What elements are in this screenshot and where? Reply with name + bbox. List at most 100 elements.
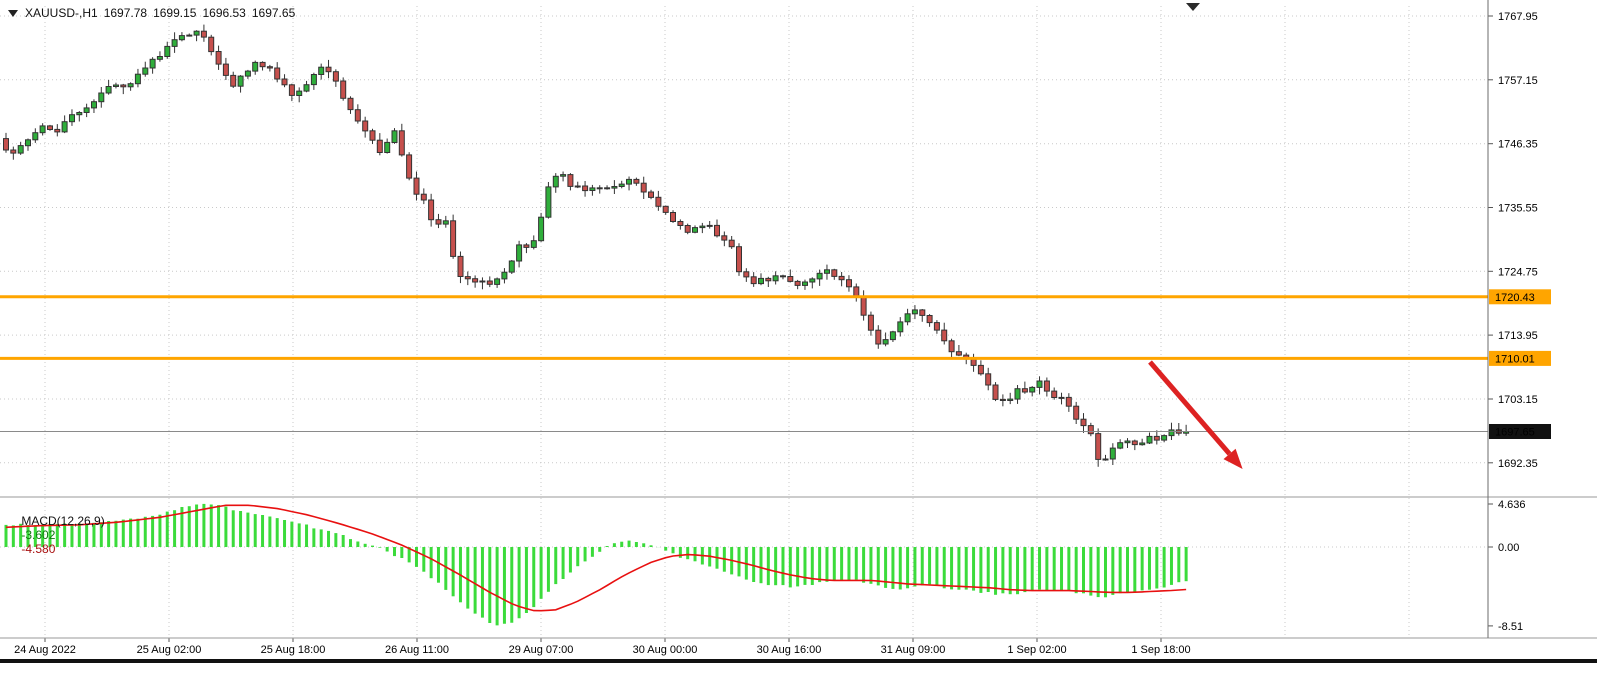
candle	[200, 30, 207, 38]
candle	[897, 321, 904, 333]
candle	[420, 193, 427, 201]
trend-arrow-annotation[interactable]	[1148, 360, 1243, 469]
time-axis[interactable]	[0, 638, 1597, 659]
candle	[508, 260, 515, 273]
candle	[1124, 440, 1131, 444]
candle	[1014, 388, 1021, 400]
candle	[54, 128, 61, 133]
candle	[303, 84, 310, 92]
macd-indicator-label: MACD(12,26,9) -3.602 -4.580	[8, 500, 113, 570]
candle	[684, 225, 691, 233]
candle	[288, 84, 295, 96]
candle	[252, 61, 259, 72]
candle	[802, 281, 808, 286]
svg-text:1720.43: 1720.43	[1495, 292, 1535, 304]
candle	[977, 364, 984, 375]
candle	[1168, 429, 1175, 437]
candle	[772, 275, 779, 282]
candle	[340, 80, 347, 99]
candle	[970, 358, 977, 366]
candle	[61, 121, 68, 133]
candle	[787, 276, 794, 282]
candle	[999, 398, 1006, 401]
candle	[472, 278, 479, 283]
candle	[567, 174, 574, 187]
svg-text:1710.01: 1710.01	[1495, 353, 1535, 365]
candle	[494, 278, 501, 285]
candle	[83, 107, 90, 114]
time-axis-label: 30 Aug 00:00	[633, 644, 698, 656]
symbol-dropdown-icon[interactable]	[8, 9, 18, 17]
candle	[743, 271, 750, 278]
candle	[941, 329, 948, 342]
candle	[3, 138, 9, 151]
candle	[692, 227, 698, 233]
candle	[706, 224, 713, 227]
candle	[178, 35, 185, 41]
candle	[479, 280, 486, 283]
price-scale[interactable]	[1488, 0, 1597, 638]
candle	[442, 220, 449, 225]
candle	[552, 175, 559, 188]
candle	[296, 90, 303, 96]
candle	[1161, 435, 1168, 441]
macd-axis-label: 0.00	[1498, 542, 1519, 554]
candle	[332, 71, 339, 82]
candle	[32, 132, 39, 141]
candle	[39, 125, 46, 134]
time-axis-label: 24 Aug 2022	[14, 644, 76, 656]
candle	[831, 269, 838, 277]
candle	[1065, 396, 1072, 407]
candle	[208, 36, 215, 53]
price-axis-label: 1703.15	[1498, 394, 1538, 406]
bid-price-label: 1697.65	[1489, 424, 1551, 439]
candle	[1021, 388, 1028, 393]
candle	[10, 149, 17, 154]
candle	[230, 74, 237, 87]
price-axis-label: 1724.75	[1498, 266, 1538, 278]
candle	[662, 205, 669, 213]
candle	[714, 224, 720, 237]
candle	[875, 329, 882, 345]
candle	[794, 280, 801, 286]
candle	[186, 34, 193, 37]
time-axis-label: 29 Aug 07:00	[509, 644, 574, 656]
price-axis-label: 1713.95	[1498, 330, 1538, 342]
candle	[325, 66, 332, 73]
candle	[156, 56, 163, 60]
candle	[758, 277, 764, 285]
macd-signal-line	[5, 504, 1187, 612]
candle	[222, 63, 229, 76]
macd-signal-value: -4.580	[21, 542, 56, 556]
candle	[76, 112, 83, 116]
time-axis-label: 1 Sep 18:00	[1131, 644, 1190, 656]
candlesticks	[3, 24, 1190, 467]
candle	[274, 67, 281, 80]
candle	[882, 339, 889, 345]
price-axis-label: 1746.35	[1498, 139, 1538, 151]
scroll-position-marker-icon[interactable]	[1186, 3, 1200, 11]
candle	[1146, 435, 1153, 444]
time-axis-label: 1 Sep 02:00	[1007, 644, 1066, 656]
time-axis-labels: 24 Aug 2022 25 Aug 02:00 25 Aug 18:00 26 Au…	[14, 638, 1191, 656]
candle	[91, 101, 97, 109]
candle	[501, 271, 508, 280]
price-axis-label: 1767.95	[1498, 11, 1538, 23]
candle	[486, 280, 493, 285]
candle	[69, 114, 75, 123]
candle	[955, 351, 962, 356]
chart-title: XAUUSD-,H1 1697.78 1699.15 1696.53 1697.…	[8, 6, 301, 20]
candle	[911, 309, 918, 315]
candle	[699, 225, 706, 229]
candle	[633, 178, 640, 184]
candle	[919, 309, 926, 316]
candle	[134, 73, 141, 85]
macd-axis-labels: 4.636 0.00 -8.51	[1488, 499, 1526, 633]
candle	[376, 139, 383, 153]
candle	[824, 269, 830, 274]
price-axis-label: 1757.15	[1498, 75, 1538, 87]
macd-name: MACD(12,26,9)	[21, 514, 105, 528]
candle	[838, 275, 845, 281]
candle	[545, 186, 552, 218]
